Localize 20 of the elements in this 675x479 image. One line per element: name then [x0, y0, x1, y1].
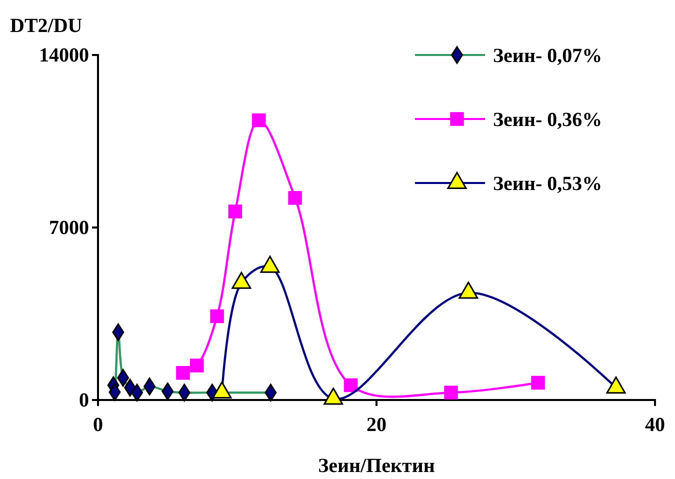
point: [252, 113, 266, 128]
point: [190, 358, 204, 372]
point: [210, 309, 224, 324]
point: [176, 366, 190, 380]
legend-label: Зеин- 0,53%: [493, 173, 602, 195]
x-tick-label: 20: [366, 414, 386, 436]
legend-label: Зеин- 0,36%: [493, 109, 602, 131]
x-tick-label: 0: [93, 414, 103, 436]
point: [228, 204, 242, 218]
x-axis-title: Зеин/Пектин: [318, 455, 435, 477]
y-axis-title: DT2/DU: [10, 15, 82, 37]
point: [344, 378, 358, 392]
y-tick-label: 0: [79, 389, 89, 412]
point: [531, 376, 545, 390]
point: [444, 386, 458, 400]
point: [288, 191, 302, 205]
y-tick-label: 7000: [49, 216, 89, 239]
y-tick-label: 14000: [39, 44, 89, 66]
x-tick-label: 40: [645, 414, 665, 436]
legend-label: Зеин- 0,07%: [493, 45, 602, 67]
